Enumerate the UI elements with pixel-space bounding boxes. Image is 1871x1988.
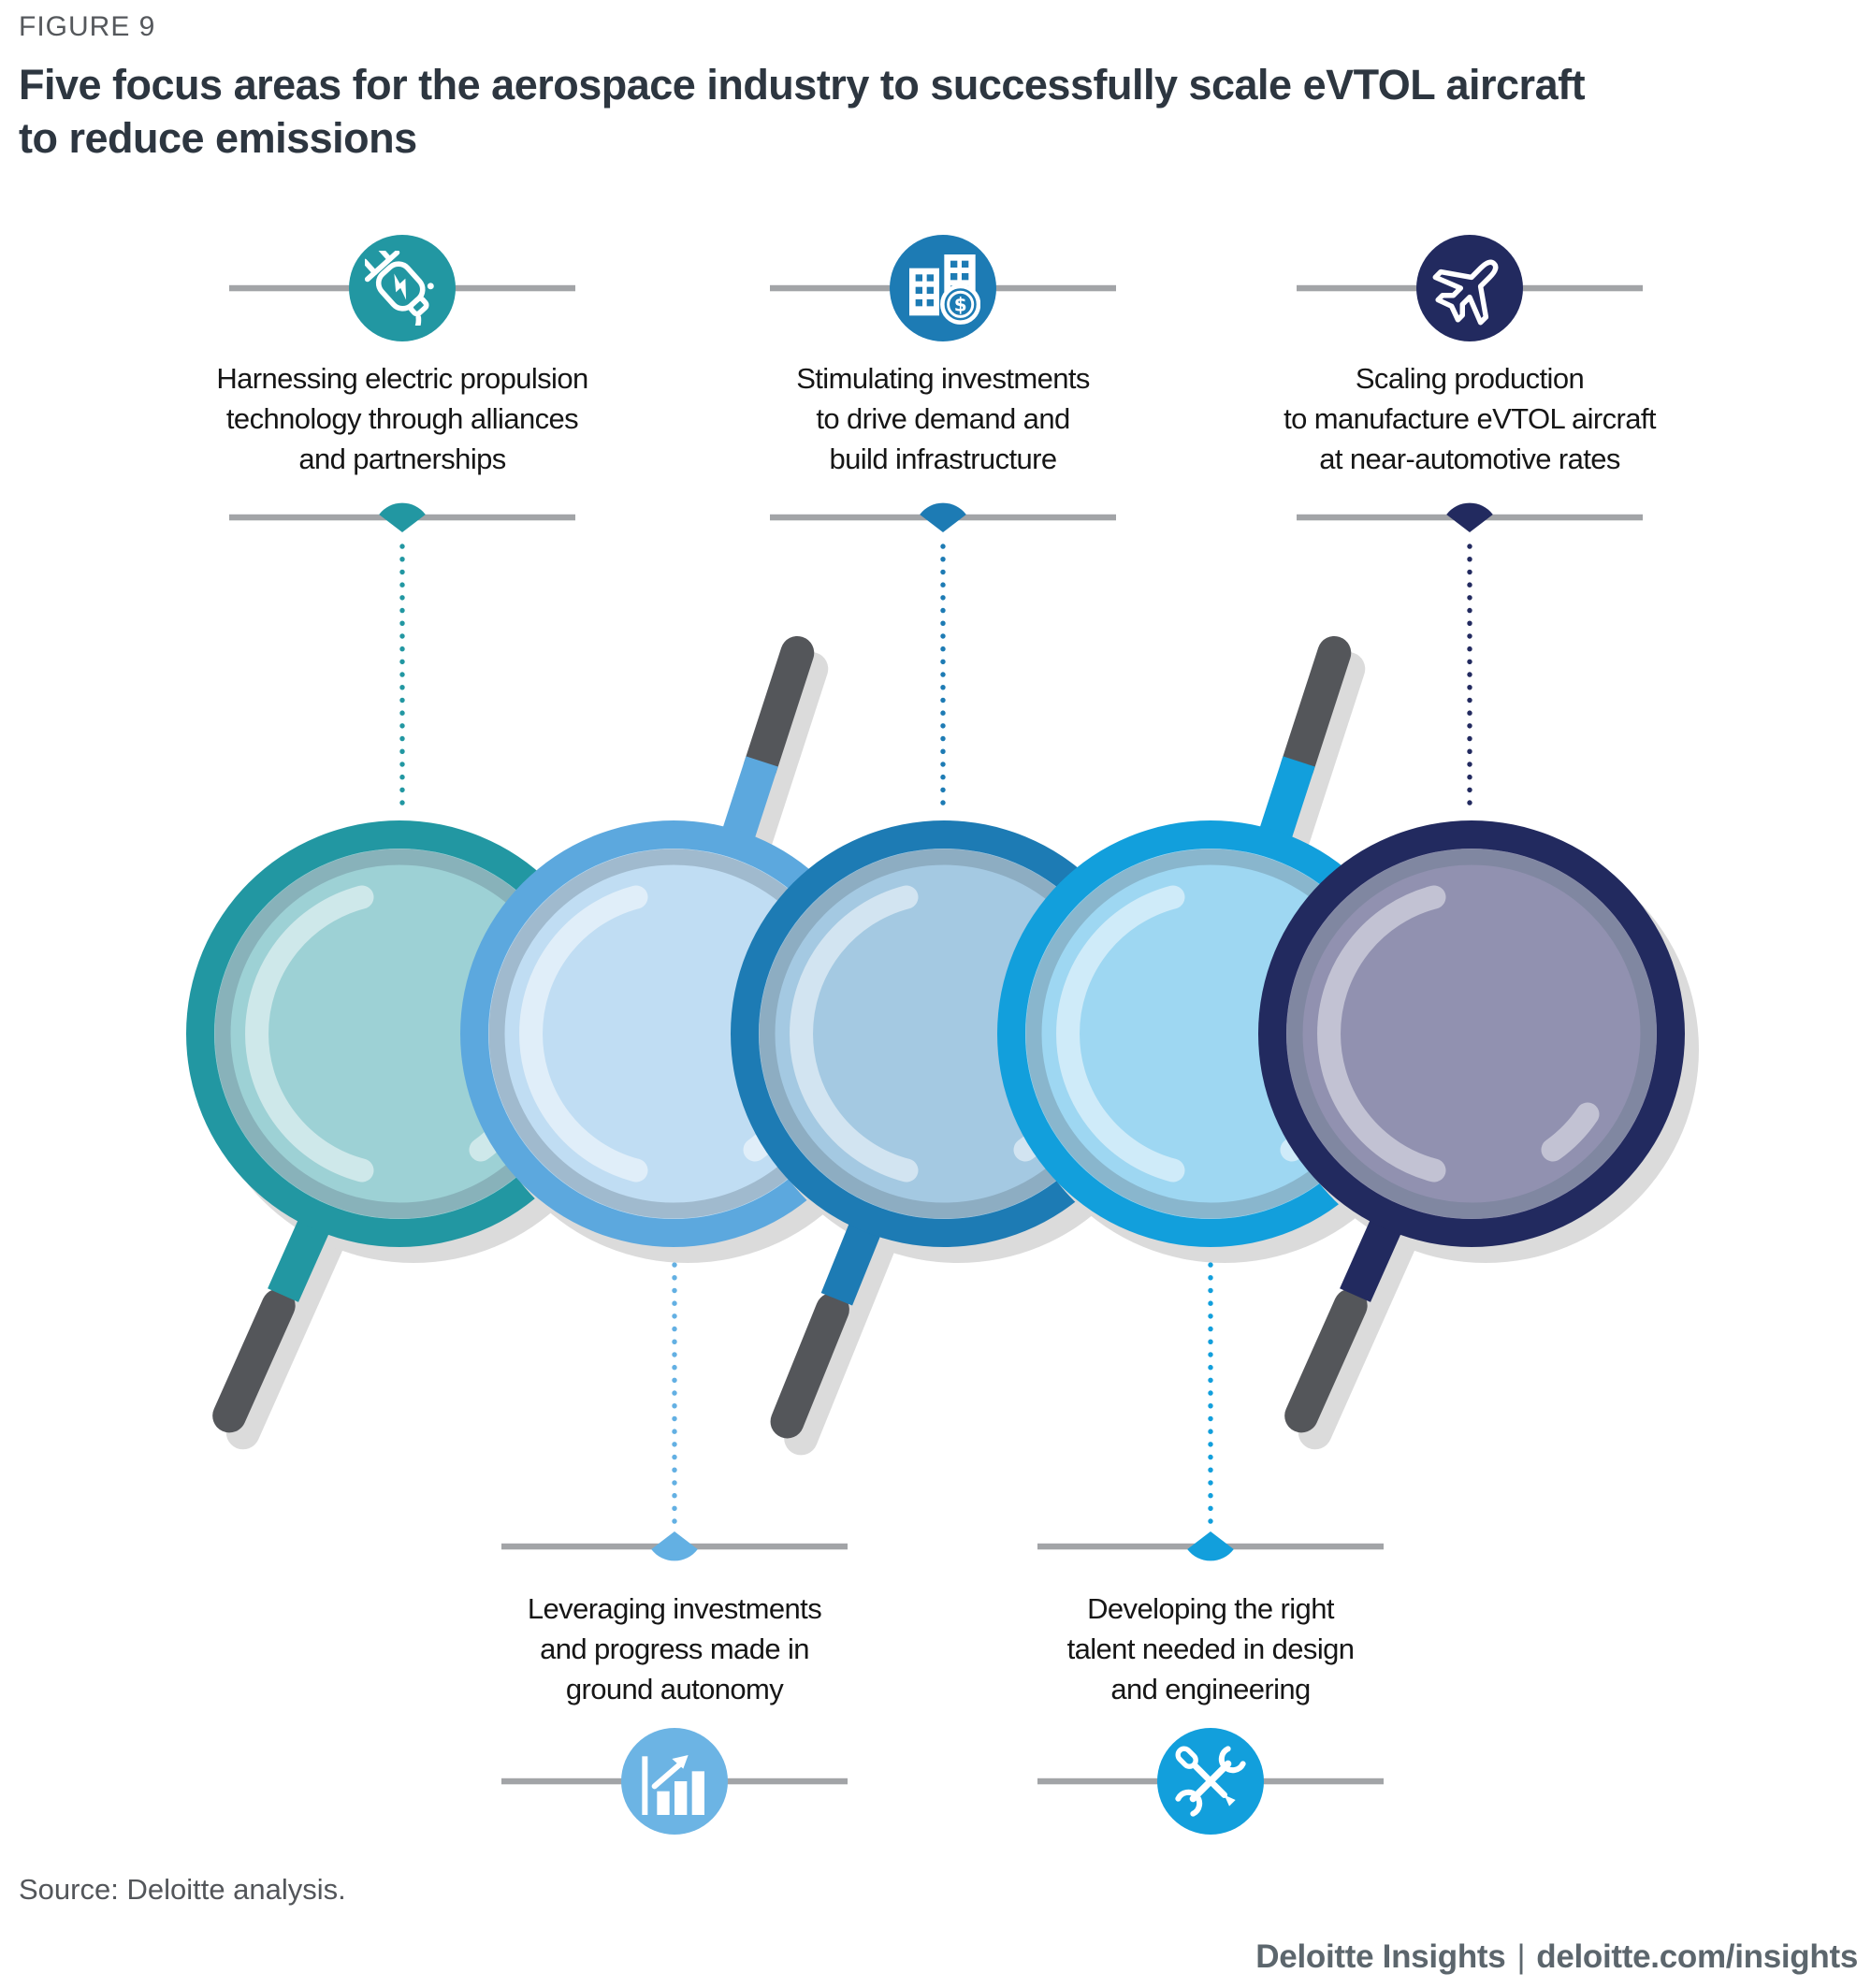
label-line: and partnerships bbox=[298, 443, 506, 475]
fan-item4 bbox=[651, 1531, 698, 1561]
label-line: Scaling production bbox=[1355, 362, 1585, 395]
figure-title-line1: Five focus areas for the aerospace indus… bbox=[19, 61, 1586, 109]
label-line: at near-automotive rates bbox=[1319, 443, 1620, 475]
label-line: talent needed in design bbox=[1066, 1632, 1355, 1665]
svg-text:$: $ bbox=[954, 294, 967, 316]
magnifier-navy-lens bbox=[1286, 849, 1657, 1219]
label-ground-autonomy: Leveraging investments and progress made… bbox=[431, 1589, 918, 1709]
label-line: to manufacture eVTOL aircraft bbox=[1284, 402, 1656, 435]
label-line: Harnessing electric propulsion bbox=[216, 362, 588, 395]
label-line: build infrastructure bbox=[829, 443, 1057, 475]
footer-brand-bar: Deloitte Insights | deloitte.com/insights bbox=[1255, 1938, 1858, 1976]
label-electric-propulsion: Harnessing electric propulsion technolog… bbox=[159, 358, 645, 479]
fan-item2 bbox=[920, 502, 966, 532]
electric-plug-icon bbox=[365, 251, 434, 326]
label-scaling-production: Scaling production to manufacture eVTOL … bbox=[1226, 358, 1713, 479]
label-line: and progress made in bbox=[540, 1632, 809, 1665]
label-talent: Developing the right talent needed in de… bbox=[967, 1589, 1454, 1709]
fan-connectors bbox=[379, 502, 1493, 1561]
source-note: Source: Deloitte analysis. bbox=[19, 1873, 346, 1906]
label-line: Developing the right bbox=[1087, 1592, 1334, 1625]
figure-number: FIGURE 9 bbox=[19, 11, 156, 42]
crossed-tools-icon bbox=[1175, 1746, 1246, 1817]
magnifier-navy bbox=[1258, 820, 1699, 1450]
label-line: and engineering bbox=[1110, 1673, 1311, 1705]
badge-electric-propulsion bbox=[349, 235, 456, 341]
footer-url[interactable]: deloitte.com/insights bbox=[1536, 1938, 1858, 1975]
label-line: Leveraging investments bbox=[527, 1592, 822, 1625]
fan-item1 bbox=[379, 502, 426, 532]
label-investments: Stimulating investments to drive demand … bbox=[700, 358, 1186, 479]
figure-title: Five focus areas for the aerospace indus… bbox=[19, 58, 1852, 165]
label-line: to drive demand and bbox=[816, 402, 1070, 435]
figure-title-line2: to reduce emissions bbox=[19, 114, 417, 162]
label-line: Stimulating investments bbox=[796, 362, 1090, 395]
label-line: technology through alliances bbox=[225, 402, 579, 435]
footer-brand: Deloitte Insights bbox=[1255, 1938, 1506, 1975]
badge-talent bbox=[1157, 1728, 1264, 1835]
bar-chart-icon bbox=[642, 1755, 704, 1815]
dotted-connectors bbox=[399, 544, 1472, 1528]
label-line: ground autonomy bbox=[565, 1673, 784, 1705]
fan-item3 bbox=[1446, 502, 1493, 532]
airplane-icon bbox=[1432, 259, 1499, 326]
footer-separator: | bbox=[1516, 1938, 1526, 1975]
badge-ground-autonomy bbox=[621, 1728, 728, 1835]
badge-scaling-production bbox=[1416, 235, 1523, 341]
fan-item5 bbox=[1187, 1531, 1234, 1561]
buildings-coin-icon: $ bbox=[909, 254, 980, 325]
badge-investments: $ bbox=[890, 235, 996, 341]
